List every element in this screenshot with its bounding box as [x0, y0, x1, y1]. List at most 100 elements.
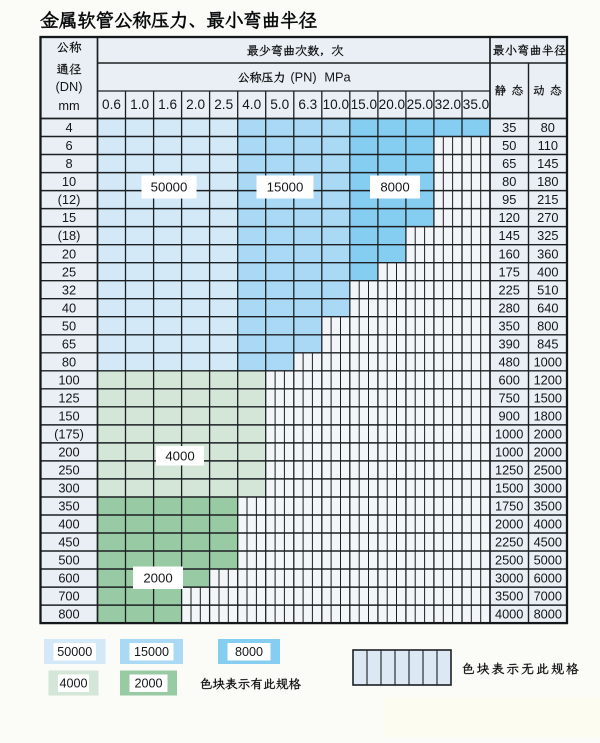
svg-text:145: 145	[499, 228, 520, 243]
svg-text:20: 20	[62, 246, 76, 261]
svg-text:225: 225	[499, 282, 520, 297]
svg-text:845: 845	[537, 336, 558, 351]
svg-text:2250: 2250	[495, 535, 523, 550]
svg-text:15: 15	[62, 210, 76, 225]
svg-text:125: 125	[58, 390, 79, 405]
svg-text:8: 8	[65, 156, 72, 171]
svg-text:150: 150	[58, 409, 79, 424]
svg-text:1750: 1750	[495, 499, 523, 514]
svg-text:1000: 1000	[534, 354, 562, 369]
svg-text:(12): (12)	[58, 192, 81, 207]
svg-text:180: 180	[537, 174, 558, 189]
svg-text:1200: 1200	[534, 372, 562, 387]
svg-text:80: 80	[502, 174, 516, 189]
svg-text:450: 450	[58, 535, 79, 550]
svg-text:800: 800	[58, 607, 79, 622]
svg-text:5000: 5000	[534, 553, 562, 568]
svg-text:1500: 1500	[495, 481, 523, 496]
svg-text:8000: 8000	[380, 180, 409, 195]
svg-text:3000: 3000	[534, 481, 562, 496]
svg-text:6: 6	[65, 138, 72, 153]
svg-text:400: 400	[58, 517, 79, 532]
svg-text:8000: 8000	[534, 607, 562, 622]
svg-text:325: 325	[537, 228, 558, 243]
svg-text:145: 145	[537, 156, 558, 171]
svg-text:640: 640	[537, 300, 558, 315]
svg-text:20.0: 20.0	[379, 97, 406, 112]
svg-text:5.0: 5.0	[270, 97, 289, 112]
svg-text:4000: 4000	[165, 448, 194, 463]
svg-text:750: 750	[499, 390, 520, 405]
svg-text:MPa: MPa	[324, 70, 351, 85]
svg-text:15000: 15000	[267, 180, 304, 195]
svg-text:300: 300	[58, 481, 79, 496]
svg-text:65: 65	[502, 156, 516, 171]
svg-text:8000: 8000	[235, 645, 263, 659]
svg-text:600: 600	[499, 372, 520, 387]
svg-text:2000: 2000	[143, 571, 172, 586]
svg-text:2.5: 2.5	[214, 97, 233, 112]
svg-text:mm: mm	[58, 98, 79, 113]
svg-text:280: 280	[499, 300, 520, 315]
svg-text:35: 35	[502, 120, 516, 135]
svg-text:510: 510	[537, 282, 558, 297]
svg-text:1800: 1800	[534, 409, 562, 424]
svg-text:2500: 2500	[495, 553, 523, 568]
svg-text:0.6: 0.6	[102, 97, 121, 112]
svg-text:35.0: 35.0	[463, 97, 490, 112]
svg-text:4000: 4000	[59, 677, 87, 691]
svg-text:10.0: 10.0	[323, 97, 350, 112]
svg-text:4.0: 4.0	[242, 97, 261, 112]
svg-text:1000: 1000	[495, 445, 523, 460]
svg-text:400: 400	[537, 264, 558, 279]
svg-text:500: 500	[58, 553, 79, 568]
svg-text:120: 120	[499, 210, 520, 225]
svg-text:(DN): (DN)	[55, 79, 82, 94]
svg-text:50: 50	[502, 138, 516, 153]
svg-text:50000: 50000	[151, 180, 188, 195]
svg-text:6.3: 6.3	[298, 97, 317, 112]
svg-text:32: 32	[62, 282, 76, 297]
svg-text:50000: 50000	[57, 645, 92, 659]
svg-text:390: 390	[499, 336, 520, 351]
svg-text:250: 250	[58, 463, 79, 478]
svg-text:65: 65	[62, 336, 76, 351]
svg-text:4000: 4000	[495, 607, 523, 622]
svg-text:360: 360	[537, 246, 558, 261]
svg-text:900: 900	[499, 409, 520, 424]
svg-text:1500: 1500	[534, 390, 562, 405]
svg-text:350: 350	[58, 499, 79, 514]
svg-text:15000: 15000	[134, 645, 169, 659]
svg-text:2.0: 2.0	[186, 97, 205, 112]
svg-text:200: 200	[58, 445, 79, 460]
svg-text:700: 700	[58, 589, 79, 604]
svg-text:160: 160	[499, 246, 520, 261]
svg-text:3500: 3500	[534, 499, 562, 514]
svg-text:175: 175	[499, 264, 520, 279]
svg-text:2500: 2500	[534, 463, 562, 478]
svg-text:80: 80	[62, 354, 76, 369]
svg-text:4000: 4000	[534, 517, 562, 532]
svg-text:7000: 7000	[534, 589, 562, 604]
svg-text:1.6: 1.6	[158, 97, 177, 112]
svg-text:110: 110	[538, 138, 558, 153]
svg-text:4: 4	[65, 120, 72, 135]
svg-text:2000: 2000	[534, 427, 562, 442]
svg-text:1000: 1000	[495, 427, 523, 442]
svg-text:100: 100	[58, 372, 79, 387]
svg-text:3000: 3000	[495, 571, 523, 586]
svg-text:1250: 1250	[495, 463, 523, 478]
svg-text:480: 480	[499, 354, 520, 369]
svg-text:6000: 6000	[534, 571, 562, 586]
svg-text:32.0: 32.0	[435, 97, 462, 112]
svg-text:40: 40	[62, 300, 76, 315]
svg-text:3500: 3500	[495, 589, 523, 604]
svg-text:50: 50	[62, 318, 76, 333]
svg-text:2000: 2000	[134, 677, 162, 691]
svg-text:1.0: 1.0	[130, 97, 149, 112]
svg-text:2000: 2000	[534, 445, 562, 460]
svg-text:600: 600	[58, 571, 79, 586]
svg-text:(18): (18)	[58, 228, 81, 243]
svg-text:(175): (175)	[54, 427, 84, 442]
svg-text:4500: 4500	[534, 535, 562, 550]
